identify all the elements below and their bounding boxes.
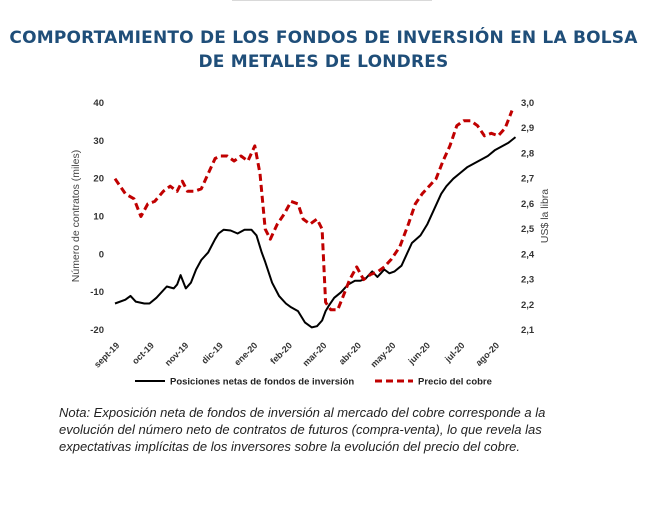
x-tick-label: mar-20 [301, 340, 329, 368]
series-line-posiciones-netas [114, 136, 517, 329]
y2-tick-label: 3,0 [521, 98, 534, 109]
x-tick-label: abr-20 [337, 340, 363, 366]
y2-tick-label: 2,1 [521, 325, 535, 336]
chart-title: COMPORTAMIENTO DE LOS FONDOS DE INVERSIÓ… [9, 28, 638, 72]
y-tick-label: 40 [93, 98, 104, 109]
x-tick-label: may-20 [369, 340, 398, 369]
x-tick-label: sept-19 [92, 340, 121, 369]
x-tick-label: ene-20 [232, 340, 259, 367]
y2-tick-label: 2,3 [521, 275, 534, 286]
y2-tick-label: 2,8 [521, 148, 534, 159]
top-divider [232, 0, 432, 1]
x-tick-label: oct-19 [130, 340, 156, 366]
y2-tick-label: 2,6 [521, 199, 534, 210]
y2-tick-label: 2,9 [521, 123, 534, 134]
y-tick-label: -20 [90, 325, 104, 336]
series-line-precio-cobre [113, 110, 514, 312]
legend-label: Posiciones netas de fondos de inversión [170, 377, 354, 388]
y2-axis-label: US$ la libra [539, 189, 551, 243]
x-tick-label: dic-19 [200, 340, 225, 365]
x-tick-label: ago-20 [474, 340, 502, 368]
y-axis-label: Número de contratos (miles) [70, 150, 82, 282]
y-tick-label: 0 [99, 249, 104, 260]
y2-tick-label: 2,4 [521, 249, 535, 260]
x-tick-label: jul-20 [442, 340, 466, 364]
y2-tick-label: 2,5 [521, 224, 535, 235]
chart-note: Nota: Exposición neta de fondos de inver… [59, 405, 546, 454]
y2-tick-label: 2,7 [521, 174, 534, 185]
y-tick-label: 20 [93, 174, 104, 185]
x-tick-label: nov-19 [163, 340, 191, 368]
x-tick-label: jun-20 [406, 340, 433, 367]
legend-label: Precio del cobre [418, 377, 492, 388]
x-tick-label: feb-20 [268, 340, 294, 366]
y2-tick-label: 2,2 [521, 300, 534, 311]
y-tick-label: 10 [93, 212, 104, 223]
y-tick-label: -10 [90, 287, 104, 298]
y-tick-label: 30 [93, 136, 104, 147]
